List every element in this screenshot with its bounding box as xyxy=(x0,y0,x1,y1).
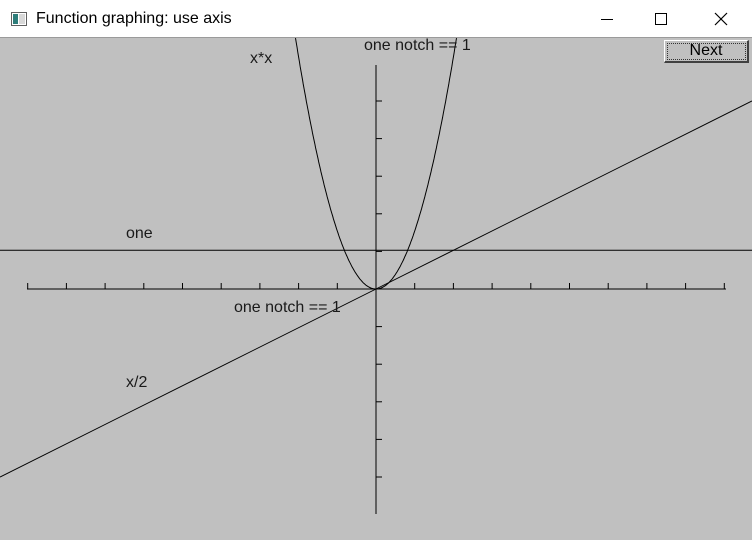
app-icon xyxy=(11,12,27,26)
window-title: Function graphing: use axis xyxy=(36,10,232,27)
function-curve-square xyxy=(295,38,457,290)
x-axis-label: one notch == 1 xyxy=(234,299,341,316)
title-bar: Function graphing: use axis xyxy=(0,0,752,38)
function-label-square: x*x xyxy=(250,50,273,67)
maximize-icon xyxy=(655,13,667,25)
graph-plot xyxy=(0,38,752,514)
minimize-icon xyxy=(601,19,613,20)
maximize-button[interactable] xyxy=(638,0,684,38)
function-label-half: x/2 xyxy=(126,374,148,391)
close-button[interactable] xyxy=(698,0,744,38)
y-axis-label: one notch == 1 xyxy=(364,37,471,54)
close-icon xyxy=(714,12,728,26)
minimize-button[interactable] xyxy=(584,0,630,38)
next-button[interactable]: Next xyxy=(664,40,749,63)
graph-canvas xyxy=(0,38,752,540)
function-label-constant: one xyxy=(126,225,153,242)
